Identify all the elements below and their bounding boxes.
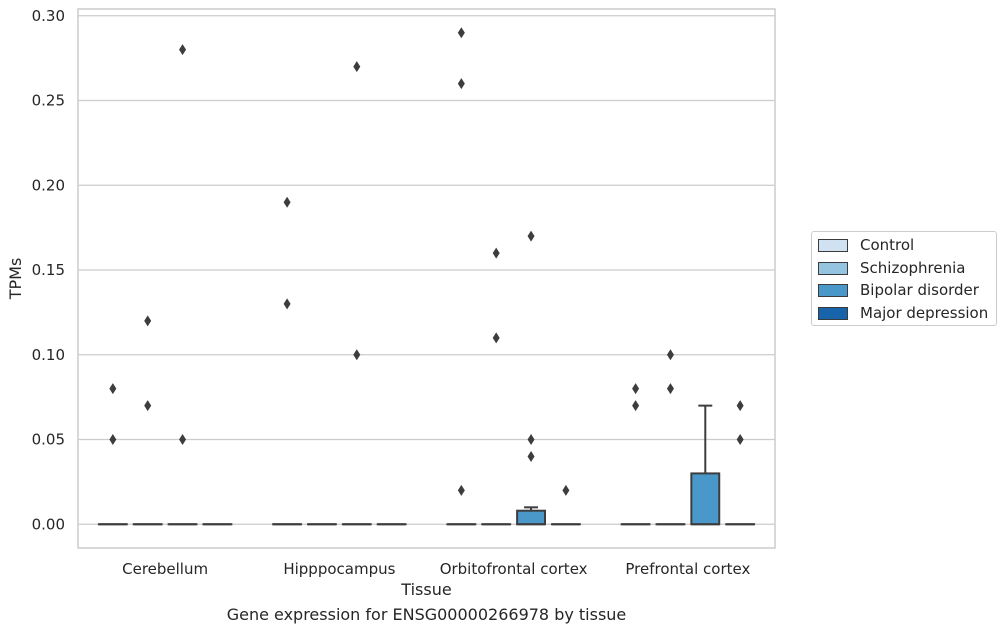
grid-lines bbox=[78, 15, 775, 525]
outlier-point bbox=[179, 44, 187, 56]
box bbox=[690, 472, 721, 526]
outlier-point bbox=[144, 315, 152, 327]
y-tick-label: 0.15 bbox=[32, 261, 65, 279]
outlier-point bbox=[666, 383, 674, 395]
outlier-point bbox=[179, 434, 187, 446]
outlier-point bbox=[632, 383, 640, 395]
outlier-point bbox=[457, 484, 465, 496]
box bbox=[516, 509, 546, 526]
outlier-point bbox=[736, 434, 744, 446]
y-tick-label: 0.10 bbox=[32, 346, 65, 364]
outlier-point bbox=[492, 247, 500, 259]
y-axis-label: TPMs bbox=[6, 258, 25, 301]
legend-item-bipolar-disorder: Bipolar disorder bbox=[818, 280, 979, 300]
outlier-point bbox=[283, 298, 291, 310]
outlier-point bbox=[562, 484, 570, 496]
box-series bbox=[97, 27, 756, 526]
x-tick-label: Cerebellum bbox=[122, 560, 208, 578]
outlier-point bbox=[144, 400, 152, 412]
legend-label-bipolar-disorder: Bipolar disorder bbox=[860, 281, 979, 299]
outlier-point bbox=[632, 400, 640, 412]
outlier-point bbox=[353, 61, 361, 73]
outlier-point bbox=[353, 349, 361, 361]
plot-frame bbox=[77, 8, 776, 549]
x-axis-ticks: Cerebellum Hipppocampus Orbitofrontal cort… bbox=[122, 560, 750, 578]
legend-label-schizophrenia: Schizophrenia bbox=[860, 259, 966, 277]
legend-label-major-depression: Major depression bbox=[860, 304, 989, 322]
outlier-point bbox=[736, 400, 744, 412]
outlier-point bbox=[666, 349, 674, 361]
legend-item-major-depression: Major depression bbox=[818, 303, 988, 323]
y-axis-ticks: 0.00 0.05 0.10 0.15 0.20 0.25 0.30 bbox=[32, 7, 65, 533]
x-tick-label: Prefrontal cortex bbox=[625, 560, 750, 578]
y-tick-label: 0.30 bbox=[32, 7, 65, 25]
series-bipolar-disorder bbox=[167, 44, 721, 526]
outlier-point bbox=[527, 230, 535, 242]
outlier-point bbox=[109, 383, 117, 395]
legend-swatch-control bbox=[818, 238, 848, 252]
x-tick-label: Hipppocampus bbox=[283, 560, 395, 578]
y-tick-label: 0.05 bbox=[32, 431, 65, 449]
legend-swatch-major-depression bbox=[818, 306, 848, 320]
outlier-point bbox=[109, 434, 117, 446]
outlier-point bbox=[492, 332, 500, 344]
legend-swatch-bipolar-disorder bbox=[818, 283, 848, 297]
outlier-point bbox=[283, 196, 291, 208]
y-tick-label: 0.25 bbox=[32, 92, 65, 110]
outlier-point bbox=[457, 78, 465, 90]
y-tick-label: 0.20 bbox=[32, 176, 65, 194]
x-tick-label: Orbitofrontal cortex bbox=[440, 560, 588, 578]
series-major-depression bbox=[202, 400, 756, 526]
series-schizophrenia bbox=[132, 247, 686, 526]
legend-item-schizophrenia: Schizophrenia bbox=[818, 258, 965, 278]
outlier-point bbox=[527, 450, 535, 462]
y-tick-label: 0.00 bbox=[32, 515, 65, 533]
outlier-point bbox=[457, 27, 465, 39]
legend-swatch-schizophrenia bbox=[818, 261, 848, 275]
x-axis-label: Tissue bbox=[400, 580, 451, 599]
chart-caption: Gene expression for ENSG00000266978 by t… bbox=[226, 605, 627, 624]
outlier-point bbox=[527, 434, 535, 446]
legend: Control Schizophrenia Bipolar disorder M… bbox=[811, 231, 997, 326]
series-control bbox=[97, 27, 651, 526]
legend-label-control: Control bbox=[860, 236, 915, 254]
legend-item-control: Control bbox=[818, 235, 914, 255]
